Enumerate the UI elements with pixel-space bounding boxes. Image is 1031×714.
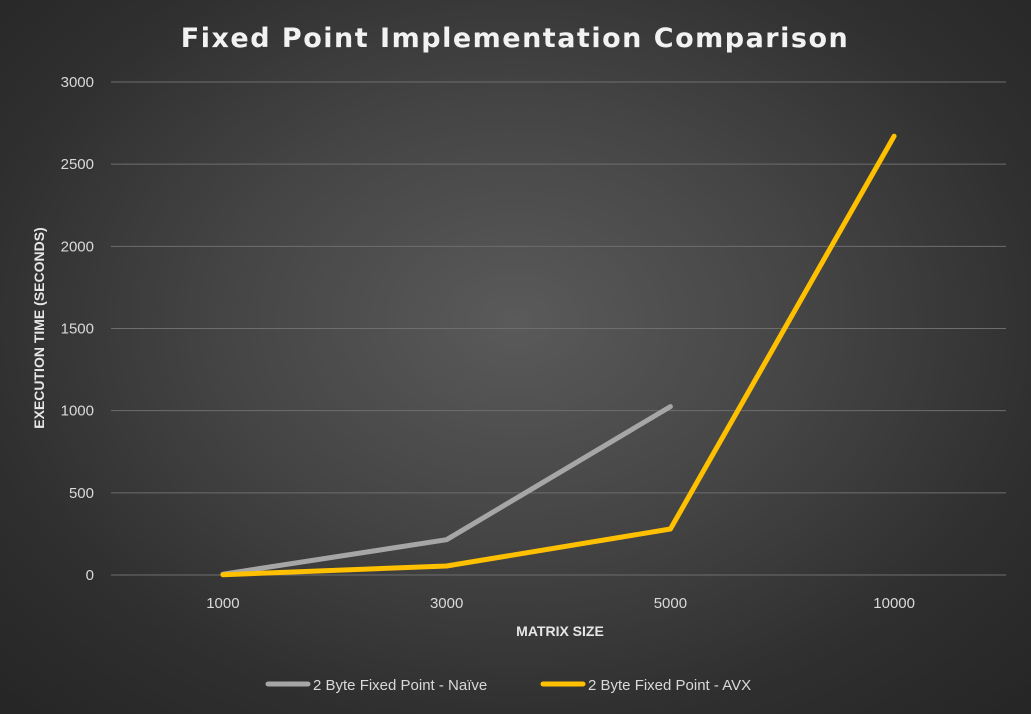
series-line-1 xyxy=(220,404,673,577)
legend-label-1: 2 Byte Fixed Point - Naïve xyxy=(313,677,487,694)
series-line-2 xyxy=(220,133,897,578)
chart-title: Fixed Point Implementation Comparison xyxy=(181,23,849,54)
y-tick-label: 2500 xyxy=(61,156,94,173)
y-axis-title: EXECUTION TIME (SECONDS) xyxy=(31,227,47,428)
y-tick-label: 2000 xyxy=(61,238,94,255)
series-lines xyxy=(220,133,897,578)
x-axis-title: MATRIX SIZE xyxy=(516,623,604,639)
legend: 2 Byte Fixed Point - Naïve 2 Byte Fixed P… xyxy=(265,677,751,694)
y-axis-ticks: 0 500 1000 1500 2000 2500 3000 xyxy=(61,74,94,584)
legend-label-2: 2 Byte Fixed Point - AVX xyxy=(588,677,751,694)
x-tick-label: 1000 xyxy=(206,595,239,612)
x-tick-label: 5000 xyxy=(654,595,687,612)
x-tick-label: 10000 xyxy=(873,595,915,612)
y-tick-label: 500 xyxy=(69,485,94,502)
y-tick-label: 1000 xyxy=(61,403,94,420)
y-tick-label: 3000 xyxy=(61,74,94,91)
x-axis-ticks: 1000 3000 5000 10000 xyxy=(206,595,915,612)
y-tick-label: 0 xyxy=(86,567,94,584)
y-tick-label: 1500 xyxy=(61,321,94,338)
x-tick-label: 3000 xyxy=(430,595,463,612)
gridlines xyxy=(111,81,1006,576)
